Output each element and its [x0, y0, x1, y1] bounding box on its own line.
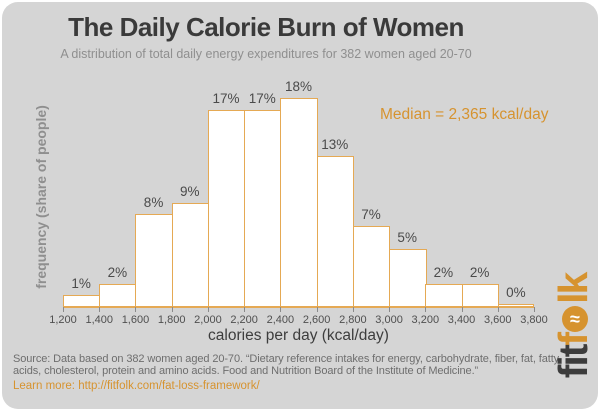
- histogram-bar: [280, 98, 318, 307]
- logo-text-lk: lk: [550, 273, 596, 304]
- x-tick-label: 1,600: [121, 314, 150, 326]
- histogram-bar: [461, 284, 500, 307]
- x-tick-label: 2,800: [339, 314, 367, 326]
- x-axis-tick: [99, 307, 101, 312]
- histogram-bar: [497, 304, 534, 307]
- bar-value-label: 5%: [397, 230, 417, 245]
- x-axis-tick: [171, 307, 173, 312]
- bar-value-label: 9%: [180, 184, 200, 199]
- y-axis-label: frequency (share of people): [33, 105, 49, 289]
- bar-value-label: 8%: [143, 195, 164, 210]
- x-axis-line: [63, 306, 534, 308]
- histogram-bar: [244, 110, 282, 307]
- bar-value-label: 17%: [212, 91, 240, 106]
- histogram-bar: [425, 284, 463, 307]
- x-axis-tick: [389, 307, 391, 312]
- learn-more-line: Learn more: http://fitfolk.com/fat-loss-…: [13, 380, 260, 392]
- bar-value-label: 17%: [248, 91, 276, 106]
- histogram-bar: [171, 203, 210, 307]
- x-tick-label: 1,800: [157, 314, 186, 326]
- x-axis-tick: [244, 307, 246, 312]
- bar-value-label: 7%: [361, 207, 381, 222]
- x-tick-label: 1,200: [49, 314, 77, 326]
- footer: Source: Data based on 382 women aged 20-…: [13, 353, 569, 377]
- x-axis-tick: [316, 307, 318, 312]
- histogram-bar: [135, 214, 174, 307]
- plot-area: 1% 2% 8% 9% 17% 17% 18% 13% 7% 5% 2% 2% 0% 1,200 1,400…: [49, 79, 548, 326]
- bar-value-label: 2%: [433, 265, 454, 280]
- x-tick-label: 2,200: [230, 314, 258, 326]
- logo-text-f: f: [550, 333, 596, 346]
- bar-value-label: 1%: [71, 276, 91, 291]
- x-axis-tick: [135, 307, 137, 312]
- page-title: The Daily Calorie Burn of Women: [68, 12, 464, 42]
- histogram-bar: [389, 249, 427, 307]
- bar-value-label: 13%: [321, 137, 349, 152]
- x-axis-tick: [534, 307, 535, 312]
- x-tick-label: 3,000: [375, 314, 403, 326]
- fitfolk-logo: fit f ≈ lk: [550, 247, 596, 405]
- x-axis-tick: [207, 307, 209, 312]
- x-tick-label: 2,000: [194, 314, 222, 326]
- histogram-bar: [207, 110, 246, 307]
- logo-o-wave-icon: ≈: [562, 305, 588, 332]
- x-axis-tick: [352, 307, 354, 312]
- x-tick-label: 3,600: [484, 314, 512, 326]
- bar-value-label: 2%: [469, 265, 490, 280]
- x-axis-tick: [425, 307, 427, 312]
- histogram-bar: [316, 156, 355, 307]
- x-tick-label: 2,600: [302, 314, 331, 326]
- header: The Daily Calorie Burn of Women A distri…: [2, 12, 530, 61]
- bar-value-label: 2%: [107, 265, 128, 280]
- x-axis-label: calories per day (kcal/day): [208, 327, 389, 344]
- x-tick-label: 3,400: [447, 314, 476, 326]
- histogram-bar: [63, 295, 101, 307]
- x-tick-label: 3,800: [520, 314, 548, 326]
- x-tick-label: 2,400: [266, 314, 295, 326]
- source-note: Source: Data based on 382 women aged 20-…: [13, 353, 560, 377]
- histogram-bar: [352, 226, 391, 307]
- x-axis-tick: [280, 307, 282, 312]
- x-axis-tick: [63, 307, 64, 312]
- bar-value-label: 18%: [284, 79, 313, 94]
- median-annotation: Median = 2,365 kcal/day: [380, 106, 549, 123]
- x-tick-label: 1,400: [85, 314, 113, 326]
- x-axis-tick: [461, 307, 463, 312]
- x-axis-tick: [497, 307, 499, 312]
- x-tick-label: 3,200: [411, 314, 440, 326]
- histogram-bar: [99, 284, 137, 307]
- logo-text-fit: fit: [550, 345, 596, 379]
- bar-value-label: 0%: [506, 285, 526, 300]
- learn-more-link[interactable]: http://fitfolk.com/fat-loss-framework/: [78, 380, 260, 392]
- subtitle: A distribution of total daily energy exp…: [60, 47, 472, 61]
- learn-more-label: Learn more:: [13, 380, 76, 392]
